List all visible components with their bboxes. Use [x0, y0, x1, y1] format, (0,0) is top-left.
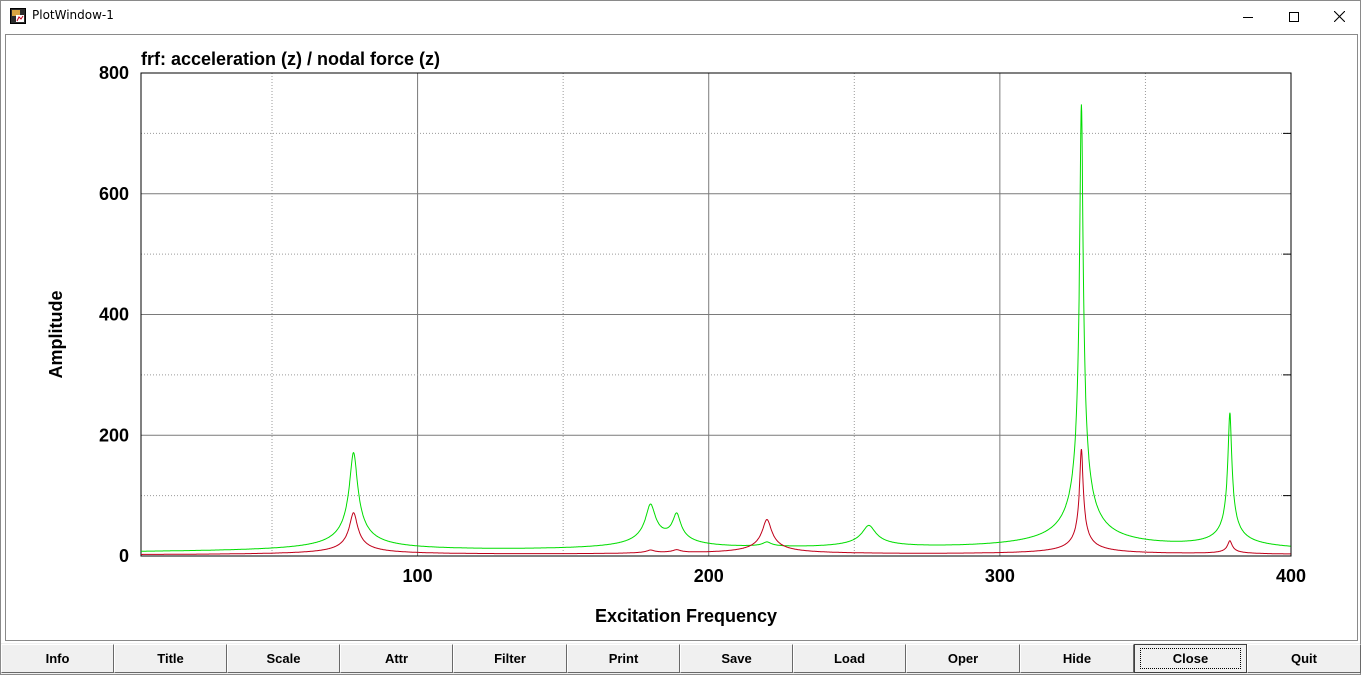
y-tick-label: 200 [99, 425, 129, 445]
x-axis-label: Excitation Frequency [595, 606, 777, 626]
title-bar[interactable]: PlotWindow-1 [1, 1, 1360, 32]
maximize-icon [1289, 11, 1299, 22]
hide-button[interactable]: Hide [1020, 644, 1134, 673]
attr-button-label: Attr [384, 651, 409, 666]
filter-button[interactable]: Filter [453, 644, 567, 673]
load-button-label: Load [833, 651, 866, 666]
close-button-label: Close [1139, 648, 1242, 669]
save-button[interactable]: Save [680, 644, 793, 673]
load-button[interactable]: Load [793, 644, 906, 673]
x-tick-label: 200 [694, 566, 724, 586]
oper-button-label: Oper [947, 651, 979, 666]
plot-app-icon [10, 8, 26, 24]
plot-area[interactable]: frf: acceleration (z) / nodal force (z) … [5, 34, 1358, 641]
frf-chart[interactable]: frf: acceleration (z) / nodal force (z) … [6, 35, 1357, 640]
maximize-button[interactable] [1271, 1, 1317, 32]
tick-labels: 0 200 400 600 800 100 200 300 400 [99, 63, 1306, 586]
quit-button-label: Quit [1291, 651, 1317, 666]
hide-button-label: Hide [1062, 651, 1092, 666]
series-line-2 [141, 449, 1291, 555]
scale-button[interactable]: Scale [227, 644, 340, 673]
series-line-1 [141, 104, 1291, 552]
y-axis-label: Amplitude [46, 291, 66, 379]
x-tick-label: 300 [985, 566, 1015, 586]
title-button-label: Title [157, 651, 184, 666]
filter-button-label: Filter [494, 651, 526, 666]
save-button-label: Save [721, 651, 752, 666]
minimize-button[interactable] [1225, 1, 1271, 32]
x-tick-label: 100 [403, 566, 433, 586]
plot-title: frf: acceleration (z) / nodal force (z) [141, 49, 440, 69]
attr-button[interactable]: Attr [340, 644, 453, 673]
print-button[interactable]: Print [567, 644, 680, 673]
x-tick-label: 400 [1276, 566, 1306, 586]
y-tick-label: 0 [119, 546, 129, 566]
plot-border [140, 72, 1292, 557]
y-tick-label: 800 [99, 63, 129, 83]
series-group [141, 104, 1291, 555]
minimize-icon [1243, 16, 1253, 18]
info-button-label: Info [45, 651, 70, 666]
print-button-label: Print [608, 651, 639, 666]
window-title: PlotWindow-1 [32, 8, 114, 22]
y-tick-label: 600 [99, 184, 129, 204]
oper-button[interactable]: Oper [906, 644, 1020, 673]
y-tick-label: 400 [99, 305, 129, 325]
title-button[interactable]: Title [114, 644, 227, 673]
close-button[interactable]: Close [1134, 644, 1247, 673]
quit-button[interactable]: Quit [1247, 644, 1361, 673]
scale-button-label: Scale [266, 651, 301, 666]
close-icon [1333, 11, 1345, 22]
info-button[interactable]: Info [1, 644, 114, 673]
grid [141, 73, 1291, 556]
close-window-button[interactable] [1316, 1, 1361, 32]
button-bar: Info Title Scale Attr Filter Print Save Load Ope… [1, 643, 1361, 674]
